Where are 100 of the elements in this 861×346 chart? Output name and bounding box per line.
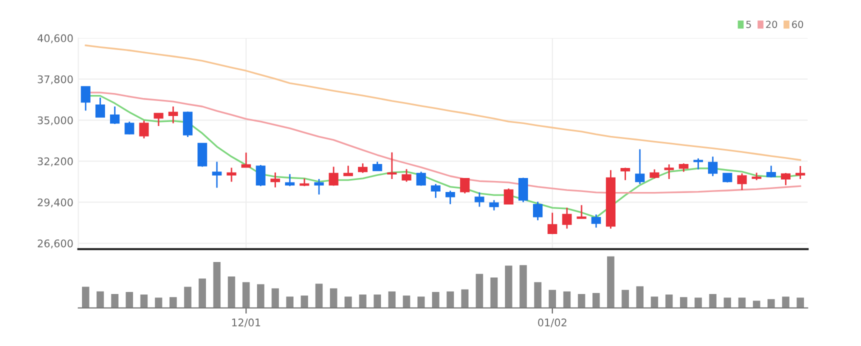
candlestick: [650, 168, 660, 180]
bar: [82, 286, 90, 308]
legend-label: 5: [746, 20, 751, 28]
candlestick: [226, 167, 236, 182]
bar: [490, 278, 498, 308]
candlestick: [198, 142, 208, 168]
bar: [257, 284, 264, 308]
candlestick: [737, 172, 747, 191]
bar: [520, 265, 527, 308]
bar: [184, 286, 192, 308]
bar: [402, 296, 410, 308]
bar: [272, 288, 279, 308]
candlestick: [168, 106, 178, 124]
candlestick: [80, 86, 90, 112]
y-tick-label: 35,000: [38, 116, 73, 126]
candlestick: [387, 152, 397, 180]
legend-label: 60: [792, 20, 804, 28]
bar: [432, 292, 440, 308]
candlestick: [358, 162, 368, 174]
bar: [563, 291, 571, 308]
candlestick: [256, 164, 266, 187]
bar: [782, 296, 790, 308]
bar: [724, 298, 732, 308]
y-tick-label: 32,200: [38, 157, 73, 166]
bar: [709, 294, 716, 308]
candlestick: [430, 183, 440, 199]
bar: [154, 298, 162, 308]
bar: [111, 294, 118, 308]
x-tick-label: 01/02: [538, 318, 566, 328]
candlestick: [576, 204, 586, 220]
candlestick: [445, 190, 456, 205]
bar: [140, 294, 148, 308]
candlestick: [416, 171, 426, 186]
legend-label: 20: [766, 20, 778, 28]
candlestick: [722, 172, 732, 184]
bar: [796, 298, 804, 308]
candlestick: [504, 188, 514, 205]
bar: [738, 298, 746, 308]
candlestick: [796, 165, 806, 180]
bar: [374, 294, 381, 308]
candlestick: [212, 161, 222, 188]
bar: [446, 291, 454, 308]
bar: [622, 290, 629, 308]
bar: [592, 292, 600, 308]
candlestick: [328, 166, 338, 186]
candlestick: [154, 112, 164, 127]
candlestick: [270, 172, 280, 188]
bar: [665, 294, 673, 308]
candlestick: [620, 167, 630, 181]
candlestick: [708, 156, 718, 177]
candlestick: [548, 212, 558, 235]
bar: [461, 289, 469, 308]
bar: [768, 299, 775, 308]
candlestick: [591, 214, 601, 228]
candlestick: [518, 177, 528, 203]
candlestick: [474, 192, 484, 208]
y-tick-label: 29,400: [38, 198, 73, 208]
candlestick: [460, 178, 470, 194]
candlestick: [562, 207, 572, 230]
bar: [242, 282, 250, 308]
bar: [359, 294, 366, 308]
candlestick: [241, 152, 251, 168]
bar: [300, 296, 308, 308]
candlestick: [314, 178, 324, 196]
y-tick-label: 40,600: [38, 34, 73, 44]
candlestick: [766, 165, 776, 178]
candlestick: [95, 96, 106, 118]
bar: [680, 297, 688, 308]
bar: [578, 294, 586, 308]
bar: [694, 298, 702, 308]
candlestick: [664, 164, 674, 180]
bar: [170, 297, 177, 308]
bar: [650, 296, 658, 308]
bar: [388, 291, 396, 308]
candlestick: [182, 110, 193, 138]
bar: [96, 291, 104, 308]
bar: [344, 296, 352, 308]
candlestick: [343, 165, 353, 176]
bar: [534, 282, 542, 308]
candlestick: [402, 168, 412, 182]
candlestick: [124, 120, 134, 136]
y-tick-label: 37,800: [38, 75, 73, 84]
bar: [607, 256, 614, 308]
candlestick: [489, 199, 499, 212]
bar: [286, 296, 294, 308]
bar: [315, 284, 323, 308]
candlestick: [532, 201, 543, 221]
candlestick: [139, 120, 149, 140]
x-tick-label: 12/01: [232, 318, 260, 328]
bar: [126, 292, 134, 308]
bar: [476, 274, 484, 308]
candlestick: [110, 106, 120, 125]
candlestick: [780, 172, 791, 186]
candlestick: [285, 173, 295, 187]
bar: [228, 276, 236, 308]
bar: [752, 300, 760, 308]
bar: [548, 290, 556, 308]
bar: [213, 262, 221, 308]
bar: [330, 288, 338, 308]
bar: [417, 296, 425, 308]
